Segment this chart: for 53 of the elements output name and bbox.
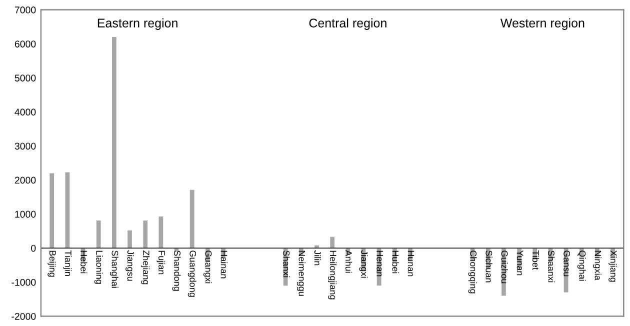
- y-tick-label: 4000: [14, 108, 36, 116]
- bar: [330, 236, 335, 248]
- x-tick-label: Jilin: [314, 250, 321, 266]
- bar: [190, 190, 194, 248]
- annotation: Western region: [500, 18, 584, 30]
- x-tick-label: Qinghai: [577, 250, 586, 281]
- x-tick-label: Guangxi: [203, 250, 212, 284]
- x-tick-label: Hainan: [220, 250, 228, 278]
- bar: [50, 173, 54, 248]
- x-tick-label: Yunan: [516, 250, 524, 276]
- bar: [158, 216, 164, 248]
- x-tick-label: Hebei: [80, 250, 88, 274]
- x-tick-label: Neimenggu: [296, 250, 306, 296]
- y-tick-label: 6000: [14, 40, 36, 48]
- bar: [143, 220, 148, 248]
- x-tick-label: Henan: [376, 250, 383, 276]
- annotation: Central region: [309, 18, 386, 30]
- y-tick-label: 5000: [14, 74, 36, 82]
- x-tick-label: Liaoning: [94, 250, 103, 284]
- x-tick-label: Tianjin: [63, 250, 72, 276]
- x-tick-label: Beijing: [48, 250, 56, 277]
- y-tick-label: 0: [31, 244, 36, 252]
- y-tick-label: 3000: [14, 142, 36, 150]
- x-tick-label: Anhui: [345, 250, 352, 273]
- x-tick-label: Fujian: [156, 250, 166, 274]
- y-tick-label: 7000: [14, 6, 36, 14]
- x-tick-label: Hubei: [392, 250, 399, 274]
- bar: [128, 230, 132, 248]
- x-tick-label: Shanghai: [110, 250, 118, 288]
- x-tick-label: Chongqing: [468, 250, 477, 294]
- y-tick-label: -1000: [12, 278, 36, 286]
- x-tick-label: Heilongjiang: [328, 250, 337, 300]
- x-tick-label: Jiangxi: [359, 250, 368, 278]
- y-tick-label: 1000: [15, 210, 36, 218]
- x-tick-label: Ningxia: [593, 250, 602, 280]
- x-tick-label: Sichuan: [486, 250, 492, 282]
- x-tick-label: Zhejiang: [141, 250, 150, 284]
- x-tick-label: Gansu: [564, 250, 570, 276]
- x-tick-label: Shandong: [172, 250, 181, 291]
- x-tick-label: Guangdong: [188, 250, 196, 297]
- x-tick-label: Xinjiang: [608, 250, 617, 282]
- x-tick-label: Tibet: [532, 250, 540, 270]
- x-tick-label: Hunan: [408, 250, 414, 276]
- x-tick-label: Guizhou: [501, 250, 508, 284]
- x-tick-label: Jiangsu: [126, 250, 134, 281]
- annotation: Eastern region: [98, 18, 178, 30]
- x-tick-label: Shanxi: [283, 250, 290, 278]
- y-tick-label: -2000: [12, 312, 36, 320]
- x-tick-label: Shaanxi: [548, 250, 555, 282]
- y-tick-label: 2000: [14, 176, 36, 184]
- bar: [65, 172, 70, 248]
- bar: [112, 37, 116, 248]
- bar: [96, 220, 101, 248]
